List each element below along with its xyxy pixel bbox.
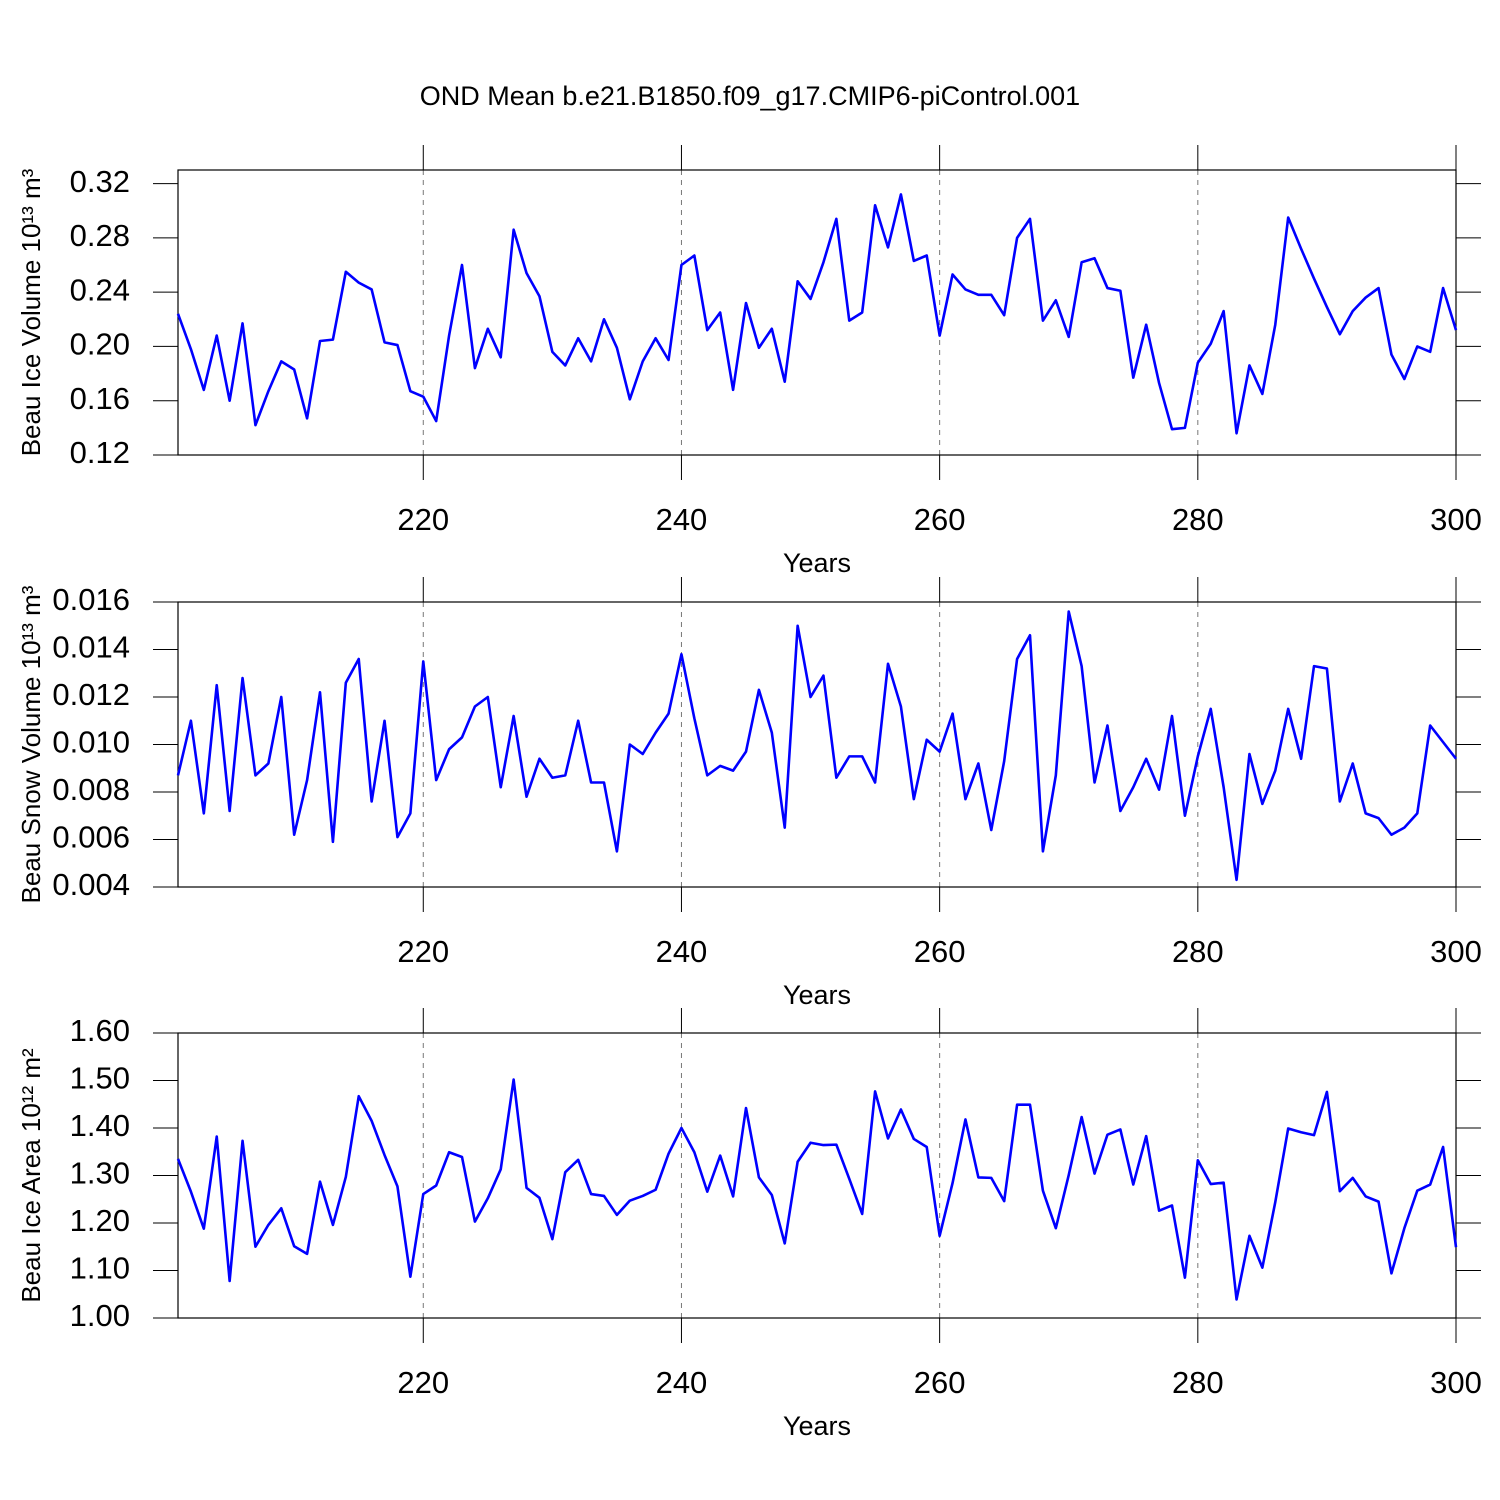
x-tick-label: 240 [656, 934, 708, 969]
y-tick-label: 1.30 [70, 1156, 130, 1191]
x-tick-label: 280 [1172, 1365, 1224, 1400]
y-tick-label: 0.012 [52, 677, 130, 712]
y-tick-label: 1.50 [70, 1061, 130, 1096]
plot-frame [177, 601, 1457, 888]
x-tick-label: 280 [1172, 934, 1224, 969]
y-tick-label: 0.014 [52, 630, 130, 665]
x-tick-label: 240 [656, 1365, 708, 1400]
y-tick-label: 1.60 [70, 1013, 130, 1048]
x-axis-label: Years [783, 548, 851, 578]
x-tick-label: 300 [1430, 502, 1482, 537]
y-tick-label: 0.24 [70, 272, 130, 307]
x-tick-label: 260 [914, 1365, 966, 1400]
y-tick-label: 0.008 [52, 772, 130, 807]
x-tick-label: 220 [397, 934, 449, 969]
x-tick-label: 220 [397, 1365, 449, 1400]
x-tick-label: 260 [914, 502, 966, 537]
x-tick-label: 280 [1172, 502, 1224, 537]
data-line [176, 1078, 1458, 1301]
y-tick-label: 0.016 [52, 582, 130, 617]
y-tick-label: 0.12 [70, 435, 130, 470]
y-tick-label: 0.006 [52, 820, 130, 855]
x-tick-label: 240 [656, 502, 708, 537]
data-line [176, 193, 1458, 435]
chart-title: OND Mean b.e21.B1850.f09_g17.CMIP6-piCon… [420, 81, 1080, 111]
x-tick-label: 260 [914, 934, 966, 969]
data-line [176, 610, 1458, 882]
y-tick-label: 0.010 [52, 725, 130, 760]
x-axis-label: Years [783, 1411, 851, 1441]
y-tick-label: 0.004 [52, 867, 130, 902]
y-axis-label: Beau Ice Volume 10¹³ m³ [16, 168, 46, 456]
y-axis-label: Beau Ice Area 10¹² m² [16, 1048, 46, 1303]
y-axis-label: Beau Snow Volume 10¹³ m³ [16, 585, 46, 903]
y-tick-label: 0.28 [70, 218, 130, 253]
y-tick-label: 1.20 [70, 1203, 130, 1238]
y-tick-label: 0.32 [70, 164, 130, 199]
x-tick-label: 300 [1430, 934, 1482, 969]
plot-frame [177, 1032, 1457, 1319]
y-tick-label: 1.00 [70, 1298, 130, 1333]
plot-frame [177, 169, 1457, 456]
x-tick-label: 300 [1430, 1365, 1482, 1400]
y-tick-label: 1.40 [70, 1108, 130, 1143]
x-axis-label: Years [783, 980, 851, 1010]
y-tick-label: 0.20 [70, 327, 130, 362]
x-tick-label: 220 [397, 502, 449, 537]
y-tick-label: 1.10 [70, 1251, 130, 1286]
y-tick-label: 0.16 [70, 381, 130, 416]
